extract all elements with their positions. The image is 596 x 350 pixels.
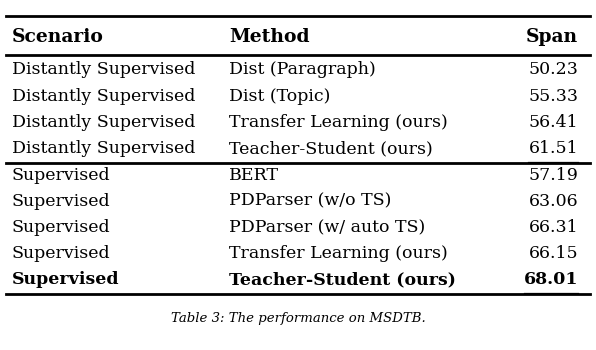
Text: 66.31: 66.31	[529, 219, 578, 236]
Text: Distantly Supervised: Distantly Supervised	[12, 88, 195, 105]
Text: Distantly Supervised: Distantly Supervised	[12, 114, 195, 131]
Text: Distantly Supervised: Distantly Supervised	[12, 140, 195, 157]
Text: 55.33: 55.33	[528, 88, 578, 105]
Text: Teacher-Student (ours): Teacher-Student (ours)	[229, 272, 457, 288]
Text: Transfer Learning (ours): Transfer Learning (ours)	[229, 245, 448, 262]
Text: Supervised: Supervised	[12, 193, 110, 210]
Text: Dist (Topic): Dist (Topic)	[229, 88, 331, 105]
Text: Span: Span	[526, 28, 578, 46]
Text: 68.01: 68.01	[524, 272, 578, 288]
Text: BERT: BERT	[229, 167, 280, 183]
Text: 61.51: 61.51	[529, 140, 578, 157]
Text: Supervised: Supervised	[12, 167, 110, 183]
Text: Table 3: The performance on MSDTB.: Table 3: The performance on MSDTB.	[170, 312, 426, 325]
Text: Transfer Learning (ours): Transfer Learning (ours)	[229, 114, 448, 131]
Text: Distantly Supervised: Distantly Supervised	[12, 62, 195, 78]
Text: 63.06: 63.06	[529, 193, 578, 210]
Text: Supervised: Supervised	[12, 219, 110, 236]
Text: Supervised: Supervised	[12, 272, 119, 288]
Text: Dist (Paragraph): Dist (Paragraph)	[229, 62, 376, 78]
Text: 56.41: 56.41	[529, 114, 578, 131]
Text: 66.15: 66.15	[529, 245, 578, 262]
Text: Method: Method	[229, 28, 310, 46]
Text: Teacher-Student (ours): Teacher-Student (ours)	[229, 140, 433, 157]
Text: 57.19: 57.19	[528, 167, 578, 183]
Text: Scenario: Scenario	[12, 28, 104, 46]
Text: Supervised: Supervised	[12, 245, 110, 262]
Text: 50.23: 50.23	[528, 62, 578, 78]
Text: PDParser (w/o TS): PDParser (w/o TS)	[229, 193, 392, 210]
Text: PDParser (w/ auto TS): PDParser (w/ auto TS)	[229, 219, 426, 236]
